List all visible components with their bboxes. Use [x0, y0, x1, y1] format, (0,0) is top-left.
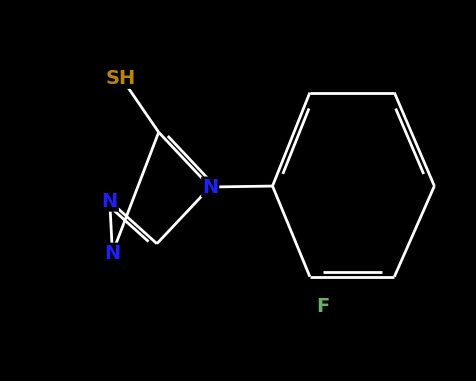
Text: F: F: [317, 298, 330, 317]
Text: N: N: [202, 178, 218, 197]
Text: N: N: [104, 243, 120, 263]
Text: N: N: [102, 192, 118, 211]
Text: SH: SH: [105, 69, 136, 88]
